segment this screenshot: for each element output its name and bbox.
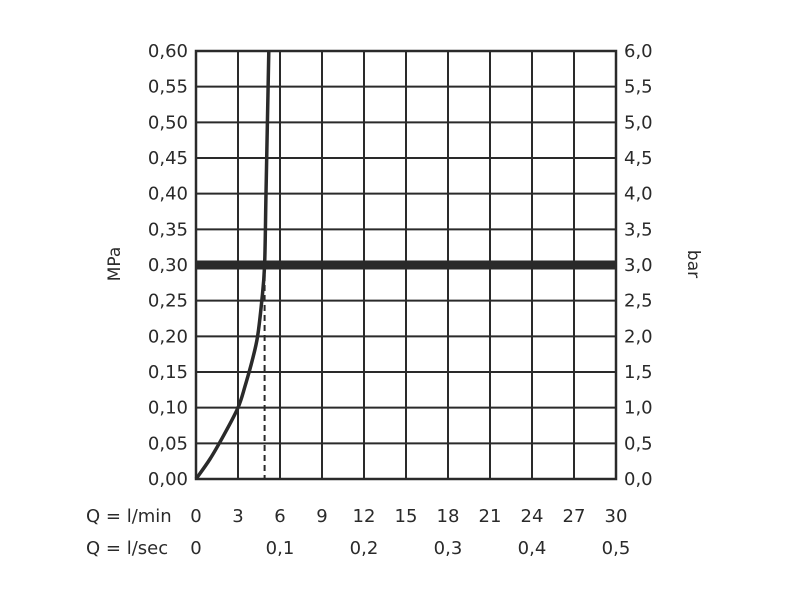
x-axis-lmin-tick-label: 18 — [437, 506, 460, 527]
x-axis-lmin-tick-label: 24 — [521, 506, 544, 527]
x-axis-lsec-tick-label: 0,2 — [350, 538, 379, 559]
series-line-0 — [194, 50, 271, 481]
x-axis-lmin-tick-label: 27 — [563, 506, 586, 527]
left-axis-tick-label: 0,55 — [148, 77, 188, 98]
x-axis-lmin-tick-label: 3 — [232, 506, 243, 527]
x-axis-lmin-tick-label: 30 — [605, 506, 628, 527]
right-axis-tick-label: 6,0 — [624, 41, 653, 62]
left-axis-tick-label: 0,05 — [148, 433, 188, 454]
x-axis-lmin-tick-label: 21 — [479, 506, 502, 527]
left-axis-tick-label: 0,15 — [148, 362, 188, 383]
left-axis-tick-label: 0,40 — [148, 184, 188, 205]
right-axis-title: bar — [683, 250, 703, 278]
left-axis-tick-label: 0,45 — [148, 148, 188, 169]
left-axis-ticks: 0,00 0,05 0,10 0,15 0,20 0,25 0,30 0,35 0,40 0,45… — [148, 41, 188, 490]
right-axis-tick-label: 4,5 — [624, 148, 653, 169]
left-axis-tick-label: 0,10 — [148, 398, 188, 419]
x-axis-lsec-title: Q = l/sec — [86, 538, 168, 559]
right-axis-tick-label: 1,5 — [624, 362, 653, 383]
left-axis-tick-label: 0,35 — [148, 219, 188, 240]
series-layer — [194, 50, 616, 481]
x-axis-lmin-tick-label: 9 — [316, 506, 327, 527]
left-axis-tick-label: 0,30 — [148, 255, 188, 276]
x-axis-lmin-tick-label: 6 — [274, 506, 285, 527]
left-axis-tick-label: 0,60 — [148, 41, 188, 62]
right-axis-tick-label: 0,0 — [624, 469, 653, 490]
right-axis-tick-label: 4,0 — [624, 184, 653, 205]
right-axis-tick-label: 5,5 — [624, 77, 653, 98]
right-axis-tick-label: 0,5 — [624, 433, 653, 454]
right-axis-tick-label: 2,5 — [624, 291, 653, 312]
left-axis-title: MPa — [105, 247, 125, 282]
right-axis-tick-label: 3,5 — [624, 219, 653, 240]
x-axis-lmin-title: Q = l/min — [86, 506, 172, 527]
right-axis-tick-label: 1,0 — [624, 398, 653, 419]
left-axis-tick-label: 0,25 — [148, 291, 188, 312]
left-axis-tick-label: 0,00 — [148, 469, 188, 490]
right-axis-tick-label: 3,0 — [624, 255, 653, 276]
bottom-axis-ticks: 0 3 6 9 12 15 18 21 24 27 30 0 0,1 0,2 0,3 0,4 0,5 — [190, 506, 630, 559]
x-axis-lsec-tick-label: 0 — [190, 538, 201, 559]
right-axis-tick-label: 5,0 — [624, 112, 653, 133]
left-axis-tick-label: 0,50 — [148, 112, 188, 133]
x-axis-lsec-tick-label: 0,4 — [518, 538, 547, 559]
x-axis-lmin-tick-label: 0 — [190, 506, 201, 527]
x-axis-lsec-tick-label: 0,5 — [602, 538, 631, 559]
right-axis-tick-label: 2,0 — [624, 326, 653, 347]
x-axis-lsec-tick-label: 0,1 — [266, 538, 295, 559]
left-axis-tick-label: 0,20 — [148, 326, 188, 347]
x-axis-lmin-tick-label: 15 — [395, 506, 418, 527]
x-axis-lmin-tick-label: 12 — [353, 506, 376, 527]
x-axis-lsec-tick-label: 0,3 — [434, 538, 463, 559]
right-axis-ticks: 0,0 0,5 1,0 1,5 2,0 2,5 3,0 3,5 4,0 4,5 5,0 5,5 6,0 — [624, 41, 653, 490]
